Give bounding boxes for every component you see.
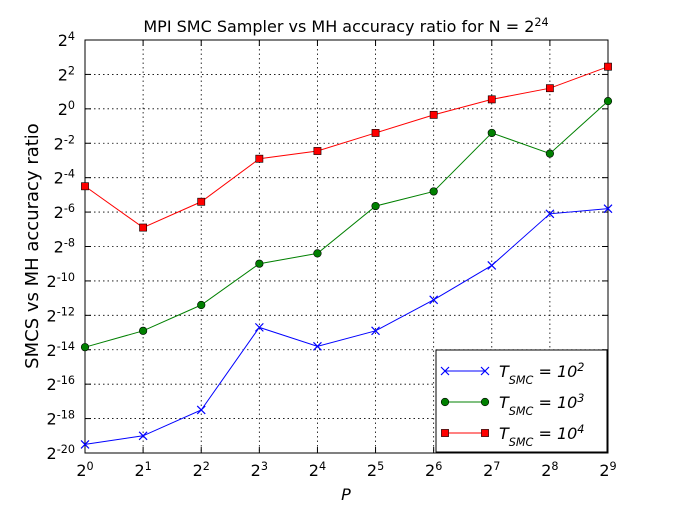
marker [429,295,439,305]
marker [487,261,497,270]
legend-label: TSMC = 102 [499,361,584,387]
marker [139,326,148,335]
y-tick-label: 2-12 [47,305,75,326]
marker [480,397,490,407]
y-tick-label: 2-16 [47,374,75,395]
y-tick-label: 2-10 [47,270,75,291]
y-tick-label: 2-20 [47,443,75,464]
series-line [84,100,609,348]
marker [371,201,380,211]
marker [440,366,450,376]
marker [313,147,322,155]
marker [80,343,90,352]
marker [441,429,449,437]
marker [255,259,264,268]
plot-frame [84,39,609,454]
marker [196,405,206,415]
marker [138,431,148,441]
marker [371,129,380,137]
marker [545,149,554,158]
marker [80,439,90,449]
marker [254,322,264,332]
marker [139,223,148,232]
marker [545,84,554,93]
y-tick-label: 2-6 [54,202,75,223]
x-tick-label: 24 [309,460,326,481]
x-tick-label: 27 [483,460,500,481]
legend-box [435,349,608,453]
y-tick-label: 2-18 [47,408,75,429]
marker [197,197,206,206]
x-tick-label: 23 [251,460,268,481]
y-tick-label: 2-4 [54,167,75,188]
marker [371,326,380,336]
y-tick-label: 2-14 [47,339,75,360]
legend-label: TSMC = 104 [499,423,584,449]
y-axis-label: SMCS vs MH accuracy ratio [22,123,43,369]
legend-label: TSMC = 103 [499,392,584,418]
x-axis-label: P [341,485,351,504]
marker [487,128,496,138]
series-line [84,208,609,445]
marker [429,110,438,119]
marker [429,187,438,196]
series-line [84,66,609,229]
marker [81,182,89,191]
y-tick-label: 2-8 [54,236,75,257]
y-tick-label: 24 [58,30,75,51]
marker [487,95,496,104]
y-tick-label: 20 [58,98,75,119]
chart-title: MPI SMC Sampler vs MH accuracy ratio for… [143,16,548,37]
x-tick-label: 28 [541,460,558,481]
marker [545,209,555,219]
marker [604,62,612,71]
marker [480,366,490,376]
marker [197,300,206,310]
marker [313,341,322,351]
marker [313,249,322,258]
x-tick-label: 26 [425,460,442,481]
y-tick-label: 2-2 [54,133,75,154]
x-tick-label: 25 [367,460,384,481]
marker [481,429,489,437]
marker [440,397,450,407]
x-tick-label: 22 [193,460,210,481]
x-tick-label: 21 [134,460,151,481]
y-tick-label: 22 [58,64,75,85]
marker [603,96,613,106]
x-tick-label: 29 [599,460,616,481]
marker [255,154,264,163]
marker [603,204,613,214]
x-tick-label: 20 [76,460,93,481]
